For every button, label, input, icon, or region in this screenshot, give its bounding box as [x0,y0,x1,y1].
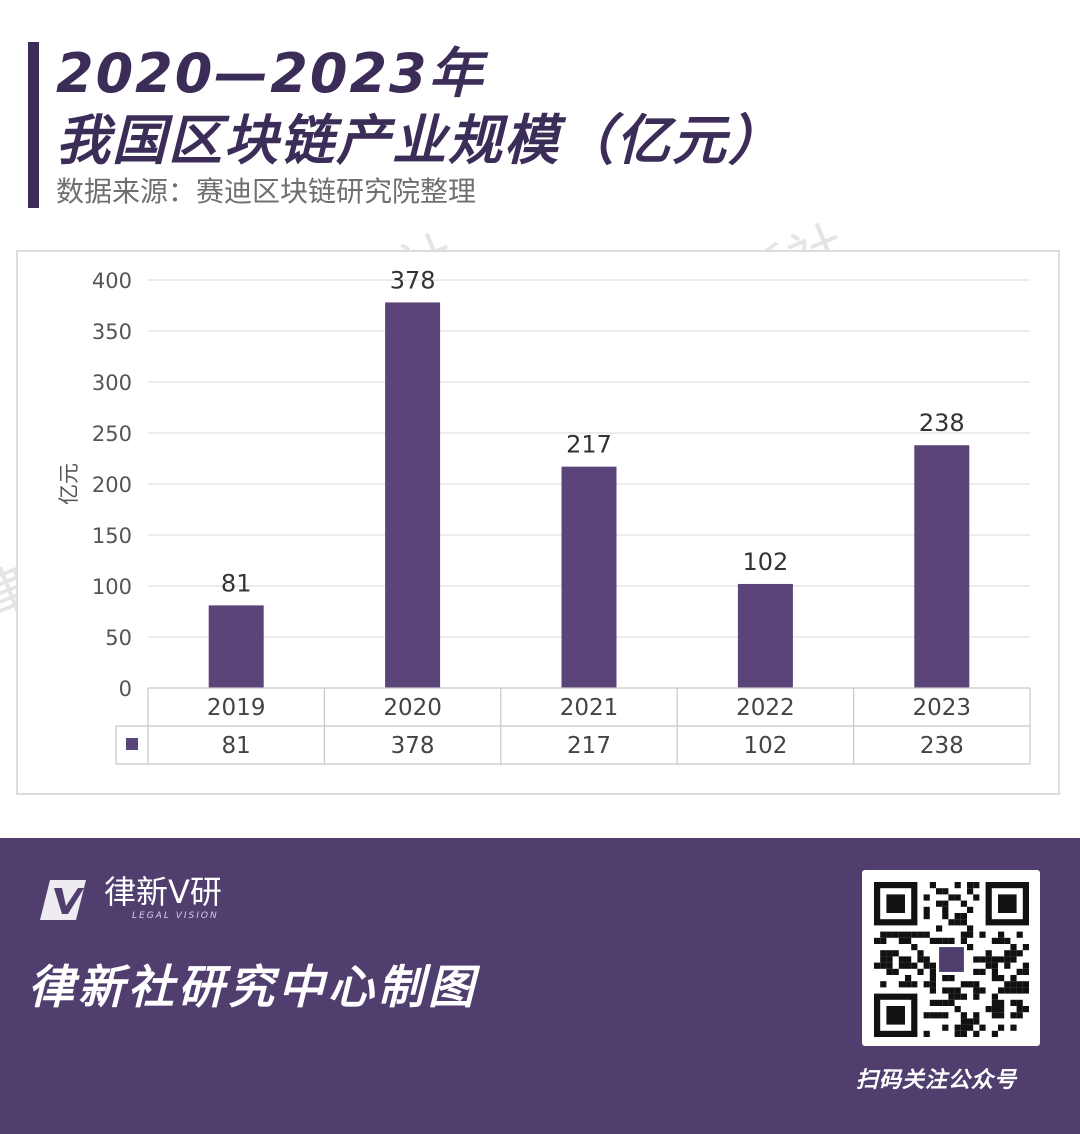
y-tick-label: 50 [105,626,132,650]
brand-subtitle: LEGAL VISION [132,911,219,921]
x-tick-label: 2021 [560,695,619,721]
y-axis-label: 亿元 [57,463,81,505]
qr-caption: 扫码关注公众号 [856,1068,1018,1093]
bar [208,605,264,688]
y-tick-label: 0 [119,677,132,701]
qr-pattern [874,882,1029,1037]
y-tick-label: 400 [92,269,132,293]
data-label: 81 [221,569,252,597]
qr-code-icon[interactable] [862,870,1040,1046]
legend-swatch [126,738,138,750]
table-value: 81 [222,733,251,759]
x-tick-label: 2022 [736,695,795,721]
data-source: 数据来源：赛迪区块链研究院整理 [56,175,477,208]
bar [561,466,617,688]
chart-frame: 0 50 100 150 200 250 300 350 400 亿元 81 378 217 102 238… [16,250,1060,795]
y-tick-label: 350 [92,320,132,344]
table-value: 217 [567,733,611,759]
y-tick-label: 300 [92,371,132,395]
brand-name: 律新V研 [104,873,222,911]
y-tick-label: 100 [92,575,132,599]
bar-chart: 0 50 100 150 200 250 300 350 400 亿元 81 378 217 102 238… [57,266,1031,765]
table-value: 102 [743,733,787,759]
y-tick-label: 250 [92,422,132,446]
x-tick-label: 2020 [383,695,442,721]
table-value: 238 [920,733,964,759]
y-tick-label: 200 [92,473,132,497]
data-label: 217 [566,431,612,459]
x-tick-label: 2019 [207,695,266,721]
chart-title-line2: 我国区块链产业规模（亿元） [56,109,784,172]
data-label: 238 [919,409,965,437]
y-tick-label: 150 [92,524,132,548]
x-tick-label: 2023 [913,695,972,721]
legal-vision-logo-icon [40,880,86,920]
table-value: 378 [391,733,435,759]
data-label: 102 [742,548,788,576]
title-block: 2020—2023年 我国区块链产业规模（亿元） 数据来源：赛迪区块链研究院整理 [28,42,1028,210]
bar [737,583,793,688]
data-label: 378 [390,266,436,294]
footer-title: 律新社研究中心制图 [28,960,478,1014]
bar [385,302,441,688]
bar [914,445,970,688]
title-accent-bar [28,42,39,208]
chart-title-line1: 2020—2023年 [56,42,485,105]
